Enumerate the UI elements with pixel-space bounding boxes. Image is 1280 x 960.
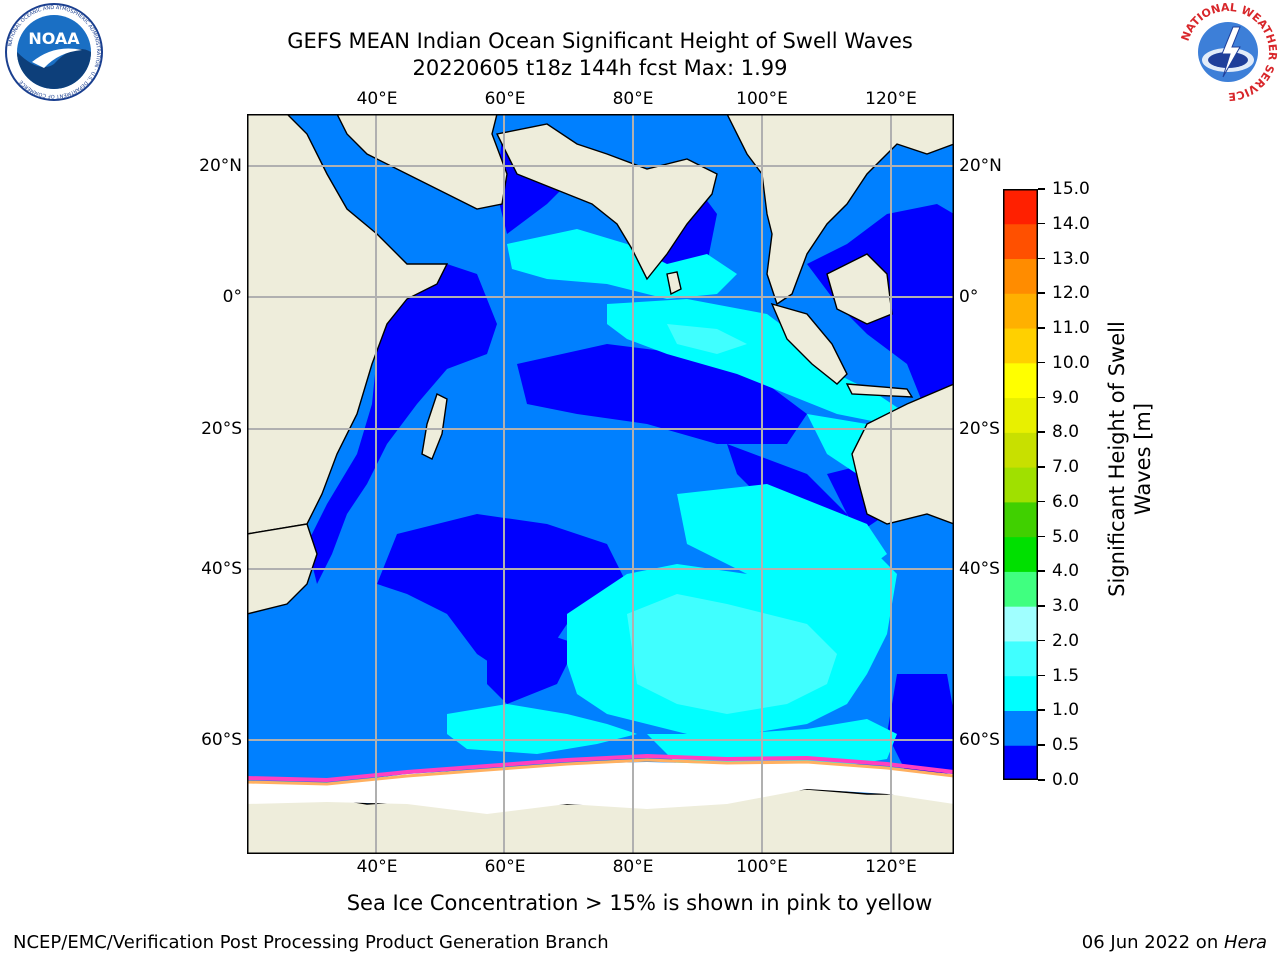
lon-tick-top-100e: 100°E: [736, 89, 788, 109]
title-line-1: GEFS MEAN Indian Ocean Significant Heigh…: [287, 29, 913, 53]
lon-tick-bottom-60e: 60°E: [484, 857, 526, 877]
colorbar-title-line-1: Significant Height of Swell: [1105, 321, 1129, 597]
lon-tick-top-40e: 40°E: [356, 89, 398, 109]
colorbar-tick-mark: [1038, 431, 1045, 433]
colorbar-frame: [1003, 189, 1038, 780]
colorbar: [1003, 189, 1038, 781]
colorbar-tick-mark: [1038, 257, 1045, 260]
colorbar-tick-mark: [1038, 639, 1045, 642]
colorbar-tick-label: 6.0: [1052, 491, 1080, 512]
colorbar-tick-mark: [1038, 396, 1045, 399]
colorbar-tick-label: 15.0: [1052, 179, 1090, 199]
lon-tick-top-120e: 120°E: [865, 89, 917, 109]
lon-tick-bottom-120e: 120°E: [865, 857, 917, 877]
colorbar-tick-mark: [1038, 535, 1045, 538]
colorbar-segment: [1003, 745, 1038, 781]
colorbar-tick-label: 11.0: [1052, 318, 1090, 339]
colorbar-tick-label: 5.0: [1052, 526, 1080, 547]
colorbar-segment: [1003, 432, 1038, 468]
map-svg: [247, 114, 954, 854]
colorbar-title-line-2: Waves [m]: [1131, 402, 1155, 516]
lat-tick-left-60s: 60°S: [201, 730, 242, 750]
footer-date: 06 Jun 2022 on: [1081, 932, 1224, 953]
colorbar-tick-label: 0.0: [1052, 770, 1080, 790]
colorbar-tick-mark: [1038, 292, 1045, 294]
colorbar-tick-label: 3.0: [1052, 596, 1080, 617]
title-line-2: 20220605 t18z 144h fcst Max: 1.99: [412, 56, 788, 80]
colorbar-tick-mark: [1038, 188, 1045, 190]
colorbar-svg: [1003, 189, 1038, 781]
colorbar-segment: [1003, 501, 1038, 538]
colorbar-tick-label: 2.0: [1052, 630, 1080, 651]
colorbar-segment: [1003, 189, 1038, 225]
lat-tick-right-20n: 20°N: [959, 156, 1002, 176]
land: [247, 114, 954, 854]
colorbar-tick-mark: [1038, 361, 1045, 364]
colorbar-tick-mark: [1038, 466, 1045, 468]
noaa-logo: NATIONAL OCEANIC AND ATMOSPHERIC ADMINIS…: [4, 2, 104, 102]
colorbar-tick-mark: [1038, 674, 1045, 677]
colorbar-segment: [1003, 640, 1038, 677]
colorbar-segment: [1003, 606, 1038, 642]
colorbar-tick-label: 1.0: [1052, 700, 1080, 721]
ice-edge-pink: [247, 753, 954, 783]
ice-edge-orange: [247, 758, 954, 786]
colorbar-segment: [1003, 710, 1038, 746]
nws-logo: NATIONAL WEATHER SERVICE: [1178, 1, 1279, 103]
colorbar-segment: [1003, 328, 1038, 364]
lon-tick-bottom-40e: 40°E: [356, 857, 398, 877]
colorbar-tick-label: 9.0: [1052, 387, 1080, 408]
colorbar-segment: [1003, 536, 1038, 572]
colorbar-tick-mark: [1038, 222, 1045, 225]
colorbar-segment: [1003, 223, 1038, 260]
colorbar-segment: [1003, 675, 1038, 711]
colorbar-tick-mark: [1038, 779, 1045, 781]
colorbar-segment: [1003, 397, 1038, 433]
lon-tick-top-80e: 80°E: [612, 89, 654, 109]
colorbar-title: Significant Height of Swell Waves [m]: [1104, 299, 1156, 619]
colorbar-tick-label: 4.0: [1052, 561, 1080, 582]
colorbar-segment: [1003, 467, 1038, 503]
footer-right: 06 Jun 2022 on Hera: [1082, 932, 1267, 953]
lat-tick-left-40s: 40°S: [201, 559, 242, 579]
footer-left: NCEP/EMC/Verification Post Processing Pr…: [13, 932, 609, 953]
lat-tick-left-20s: 20°S: [201, 419, 242, 439]
colorbar-tick-label: 0.5: [1052, 735, 1080, 756]
colorbar-tick-label: 1.5: [1052, 665, 1080, 686]
sea-ice-note: Sea Ice Concentration > 15% is shown in …: [346, 891, 933, 915]
lat-tick-right-20s: 20°S: [959, 419, 1000, 439]
colorbar-tick-label: 13.0: [1052, 248, 1090, 269]
colorbar-tick-mark: [1038, 570, 1045, 572]
colorbar-tick-label: 12.0: [1052, 283, 1090, 304]
colorbar-segment: [1003, 258, 1038, 294]
colorbar-segment: [1003, 362, 1038, 399]
footer-host: Hera: [1223, 932, 1267, 953]
colorbar-tick-label: 14.0: [1052, 213, 1090, 234]
colorbar-tick-label: 8.0: [1052, 422, 1080, 443]
lat-tick-right-40s: 40°S: [959, 559, 1000, 579]
map-panel: [247, 114, 954, 854]
lat-tick-left-20n: 20°N: [199, 156, 242, 176]
lat-tick-right-0: 0°: [959, 287, 979, 307]
lon-tick-bottom-100e: 100°E: [736, 857, 788, 877]
colorbar-tick-mark: [1038, 744, 1045, 746]
graticule: [247, 114, 954, 854]
swell-band-high: [627, 324, 837, 714]
noaa-logo-text: NOAA: [28, 29, 80, 48]
map-frame: [247, 114, 954, 854]
lon-tick-bottom-80e: 80°E: [612, 857, 654, 877]
lon-tick-top-60e: 60°E: [484, 89, 526, 109]
colorbar-segment: [1003, 571, 1038, 607]
lat-tick-right-60s: 60°S: [959, 730, 1000, 750]
colorbar-tick-mark: [1038, 709, 1045, 711]
colorbar-tick-mark: [1038, 500, 1045, 503]
colorbar-tick-mark: [1038, 327, 1045, 329]
colorbar-tick-label: 7.0: [1052, 457, 1080, 478]
colorbar-tick-mark: [1038, 605, 1045, 607]
colorbar-tick-label: 10.0: [1052, 352, 1090, 373]
lat-tick-left-0: 0°: [222, 287, 242, 307]
colorbar-segment: [1003, 293, 1038, 329]
